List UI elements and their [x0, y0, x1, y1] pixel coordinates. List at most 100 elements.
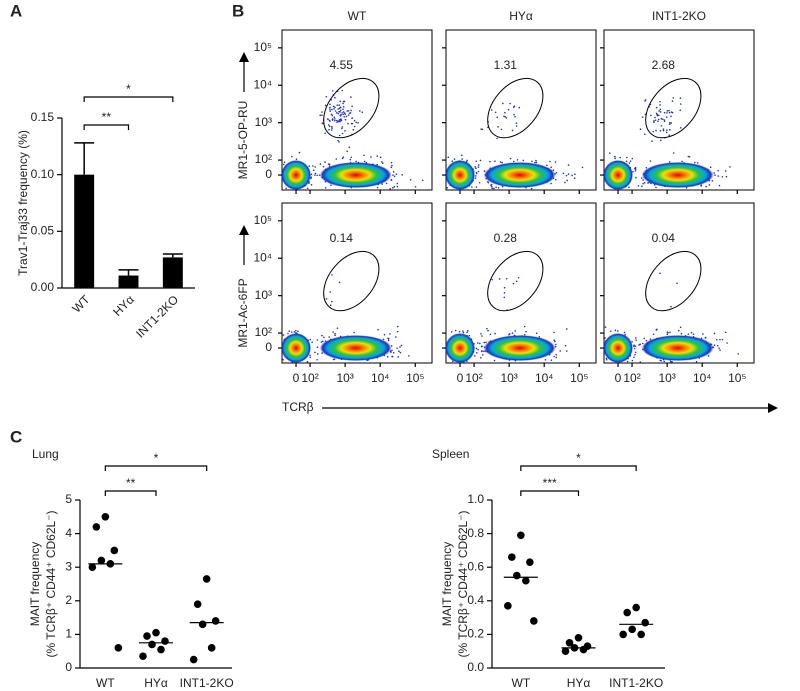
event-dot [363, 160, 366, 163]
event-dot [657, 114, 660, 117]
event-dot [499, 161, 502, 163]
event-dot [392, 171, 395, 173]
event-dot [498, 278, 501, 280]
error-bar [118, 269, 139, 276]
y-tick-label: 10⁵ [254, 40, 272, 54]
column-title: INT1-2KO [652, 9, 706, 23]
event-dot [490, 184, 492, 187]
event-dot [309, 338, 312, 341]
event-dot [671, 360, 673, 363]
event-dot [339, 109, 342, 112]
event-dot [329, 304, 332, 306]
event-dot [656, 328, 658, 331]
x-arrowhead [768, 403, 778, 413]
density-cluster [483, 162, 556, 189]
event-dot [376, 186, 379, 189]
x-tick-label: 10² [623, 371, 640, 385]
event-dot [663, 119, 666, 121]
event-dot [319, 163, 322, 165]
dot [143, 632, 151, 640]
event-dot [497, 187, 500, 189]
event-dot [687, 333, 690, 335]
event-dot [393, 185, 396, 188]
event-dot [331, 90, 334, 92]
event-dot [654, 119, 657, 121]
x-tick-label: WT [512, 676, 531, 690]
event-dot [634, 351, 637, 354]
event-dot [295, 329, 297, 332]
event-dot [351, 117, 354, 119]
x-tick-label: 0 [457, 371, 464, 385]
event-dot [329, 106, 331, 109]
event-dot [483, 170, 486, 172]
x-tick-label: HYα [110, 292, 137, 319]
gate-value: 1.31 [494, 58, 518, 72]
dot [530, 617, 538, 625]
event-dot [478, 181, 481, 184]
event-dot [668, 134, 671, 136]
event-dot [342, 111, 345, 113]
event-dot [329, 108, 331, 110]
event-dot [339, 120, 341, 123]
event-dot [391, 164, 393, 167]
event-dot [319, 114, 321, 117]
event-dot [310, 184, 313, 186]
event-dot [505, 277, 508, 280]
event-dot [328, 336, 331, 338]
bar [118, 275, 139, 288]
event-dot [625, 160, 628, 163]
event-dot [668, 109, 670, 112]
event-dot [605, 358, 608, 361]
event-dot [328, 119, 331, 122]
event-dot [479, 342, 481, 345]
event-dot [474, 177, 477, 180]
event-dot [493, 359, 496, 362]
y-axis-label: Trav1-Traj33 frequency (%) [16, 130, 30, 276]
event-dot [349, 158, 352, 161]
event-dot [466, 331, 468, 334]
event-dot [391, 355, 394, 358]
density-cluster [641, 162, 714, 189]
event-dot [324, 161, 326, 163]
density-cluster [445, 160, 476, 191]
event-dot [392, 352, 395, 354]
event-dot [341, 89, 344, 92]
dot [561, 647, 570, 655]
event-dot [324, 104, 327, 107]
flow-plot: 4.55 [278, 29, 433, 194]
event-dot [316, 353, 319, 355]
event-dot [490, 185, 493, 188]
gate [487, 250, 544, 312]
event-dot [389, 187, 391, 190]
gate [323, 77, 380, 139]
event-dot [334, 106, 336, 109]
event-dot [705, 185, 707, 188]
event-dot [668, 111, 671, 114]
event-dot [475, 172, 478, 175]
event-dot [390, 161, 393, 164]
event-dot [334, 332, 336, 335]
significance-bracket [83, 96, 174, 102]
event-dot [666, 129, 668, 132]
event-dot [331, 108, 333, 111]
gate-value: 0.28 [494, 231, 518, 245]
event-dot [314, 166, 316, 168]
event-dot [555, 353, 558, 356]
event-dot [554, 161, 557, 163]
y-tick-label: 1.0 [467, 492, 484, 506]
event-dot [385, 182, 388, 185]
event-dot [695, 360, 698, 363]
event-dot [474, 355, 476, 357]
event-dot [694, 161, 696, 164]
event-dot [309, 356, 311, 359]
event-dot [713, 172, 715, 174]
event-dot [338, 107, 341, 110]
density-cluster [603, 333, 634, 364]
event-dot [514, 330, 517, 332]
event-dot [327, 118, 329, 121]
event-dot [515, 125, 518, 127]
event-dot [291, 155, 293, 158]
event-dot [337, 112, 340, 115]
event-dot [282, 334, 285, 336]
x-tick-label: 10⁵ [728, 371, 746, 385]
